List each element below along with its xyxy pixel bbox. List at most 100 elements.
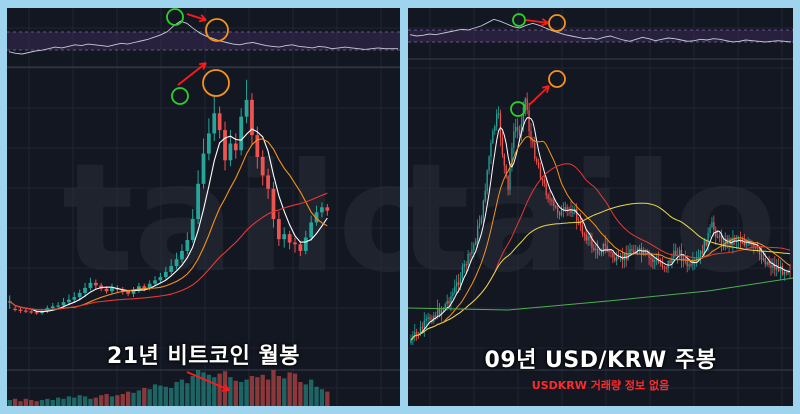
volume-bar <box>217 373 222 406</box>
candle-up <box>174 259 179 267</box>
candle-up <box>598 253 601 255</box>
rsi-divergence-arrow <box>525 19 549 24</box>
rsi-divergence-arrow <box>186 13 207 21</box>
volume-bar <box>23 398 28 406</box>
candle-down <box>23 310 28 312</box>
candle-up <box>427 317 429 319</box>
candle-down <box>758 248 761 255</box>
candle-up <box>513 131 515 149</box>
candle-up <box>467 253 469 266</box>
volume-bar <box>136 390 142 406</box>
candle-down <box>534 143 536 159</box>
volume-bar <box>303 384 308 406</box>
candle-down <box>29 311 34 313</box>
volume-bar <box>190 376 195 406</box>
ma-line-yellow <box>410 202 791 341</box>
volume-bar <box>174 382 179 406</box>
candle-up <box>688 264 690 267</box>
volume-bar <box>120 394 125 406</box>
candle-down <box>663 267 665 269</box>
volume-decline-arrow <box>186 371 230 391</box>
volume-bar <box>309 379 314 406</box>
candle-up <box>494 126 496 131</box>
candle-down <box>756 247 759 249</box>
candle-up <box>137 286 141 291</box>
rsi-peak-green-circle <box>512 13 526 27</box>
candle-down <box>429 317 431 320</box>
volume-bar <box>142 388 147 406</box>
candle-up <box>163 271 168 277</box>
candle-up <box>478 223 481 227</box>
candle-up <box>787 271 789 274</box>
candle-up <box>454 286 456 293</box>
candle-up <box>766 262 768 265</box>
volume-bar <box>125 391 131 406</box>
candle-down <box>457 282 460 285</box>
candle-down <box>722 244 725 248</box>
candle-up <box>623 253 625 261</box>
volume-bar <box>152 384 158 406</box>
candle-down <box>555 205 557 208</box>
candle-up <box>185 240 190 251</box>
candle-down <box>749 241 751 244</box>
candle-up <box>636 248 639 252</box>
candle-up <box>110 287 114 292</box>
candle-up <box>509 167 511 190</box>
candle-down <box>421 327 424 329</box>
candle-down <box>549 199 551 201</box>
candle-down <box>606 246 608 251</box>
candle-up <box>718 235 721 238</box>
volume-bar <box>260 374 265 406</box>
candle-up <box>654 260 656 262</box>
candle-up <box>83 287 87 293</box>
volume-bar <box>18 401 23 406</box>
candle-up <box>745 243 747 246</box>
volume-bar <box>271 370 276 406</box>
candle-down <box>287 234 292 243</box>
candle-up <box>490 143 492 157</box>
candle-down <box>650 257 652 259</box>
candle-down <box>617 256 620 258</box>
candle-down <box>583 233 585 235</box>
candle-down <box>596 248 599 255</box>
candle-up <box>153 280 157 284</box>
candle-down <box>532 140 534 144</box>
candle-up <box>711 222 713 228</box>
candle-up <box>486 170 488 192</box>
candle-down <box>705 240 707 246</box>
candle-down <box>576 208 578 221</box>
volume-bar <box>66 396 72 406</box>
candle-up <box>600 252 603 254</box>
candle-down <box>589 236 591 239</box>
candle-up <box>492 130 494 144</box>
candle-down <box>669 261 671 263</box>
candle-down <box>255 135 260 157</box>
candle-up <box>212 113 217 134</box>
candle-up <box>440 310 443 315</box>
candle-down <box>789 271 791 273</box>
candle-up <box>456 282 458 287</box>
candle-down <box>659 262 662 264</box>
candle-down <box>541 178 544 180</box>
candle-up <box>776 267 778 270</box>
rsi-peak-green-circle <box>166 8 184 26</box>
candle-down <box>764 258 766 265</box>
usdkrw-candlestick-chart: tailong <box>408 8 793 406</box>
usdkrw-volume-note: USDKRW 거래량 정보 없음 <box>531 379 670 392</box>
candle-up <box>206 133 211 154</box>
candle-down <box>770 265 772 268</box>
volume-decline-arrow-head <box>221 383 230 392</box>
candle-down <box>18 309 23 311</box>
candle-down <box>325 207 330 211</box>
candle-down <box>720 235 723 245</box>
candle-down <box>631 249 633 251</box>
candle-down <box>665 267 667 269</box>
candle-up <box>320 207 324 213</box>
candle-down <box>530 131 532 141</box>
volume-bar <box>147 389 152 406</box>
watermark-text: tailong <box>62 132 400 306</box>
rsi-line <box>8 20 398 55</box>
usdkrw-chart-caption: 09년 USD/KRW 주봉 <box>484 348 717 373</box>
candle-up <box>459 278 462 285</box>
candle-down <box>553 201 555 206</box>
